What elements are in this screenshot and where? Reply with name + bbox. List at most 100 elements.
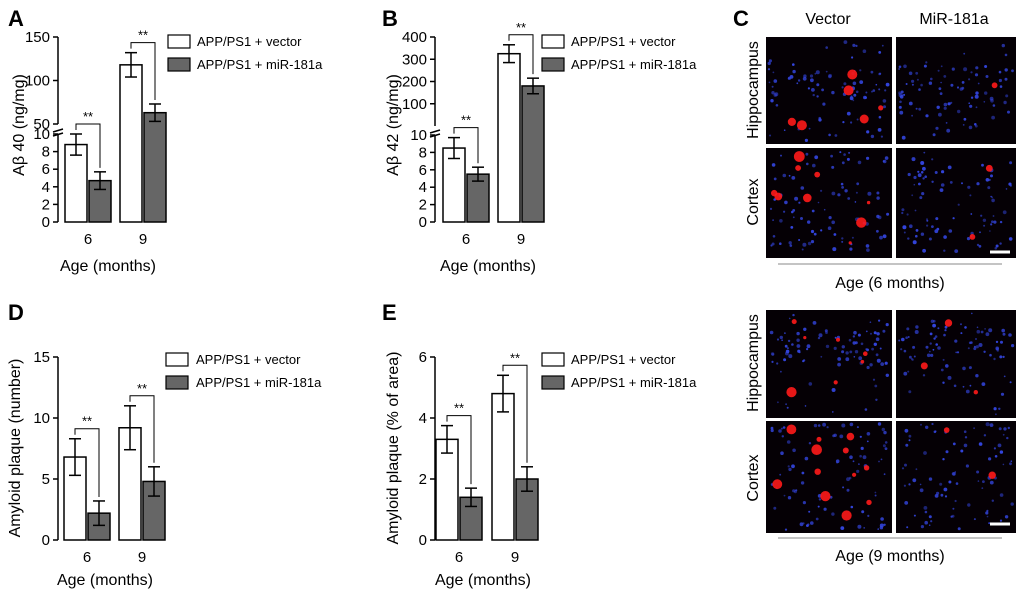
nucleus-dot — [907, 237, 910, 240]
nucleus-dot — [773, 79, 778, 83]
nucleus-dot — [839, 151, 842, 154]
nucleus-dot — [804, 405, 807, 407]
nucleus-dot — [903, 231, 906, 234]
nucleus-dot — [961, 81, 965, 84]
nucleus-dot — [974, 123, 977, 126]
nucleus-dot — [911, 194, 914, 197]
nucleus-dot — [949, 181, 953, 184]
nucleus-dot — [903, 484, 907, 487]
nucleus-dot — [907, 370, 910, 373]
nucleus-dot — [813, 423, 818, 428]
column-header-vector: Vector — [805, 11, 851, 28]
nucleus-dot — [929, 350, 931, 353]
nucleus-dot — [860, 446, 864, 450]
nucleus-dot — [867, 514, 870, 518]
nucleus-dot — [823, 507, 827, 511]
legend-swatch-mir — [165, 375, 189, 390]
nucleus-dot — [871, 347, 874, 351]
nucleus-dot — [935, 217, 939, 221]
nucleus-dot — [940, 183, 945, 187]
nucleus-dot — [912, 345, 916, 349]
nucleus-dot — [770, 428, 774, 433]
nucleus-dot — [781, 435, 784, 438]
nucleus-dot — [1003, 375, 1006, 378]
nucleus-dot — [955, 482, 959, 485]
nucleus-dot — [963, 117, 967, 121]
panel-a-xlabel: Age (months) — [60, 258, 156, 275]
nucleus-dot — [816, 95, 819, 98]
significance-bracket — [446, 415, 472, 485]
nucleus-dot — [903, 64, 907, 69]
nucleus-dot — [904, 428, 909, 433]
nucleus-dot — [792, 69, 796, 74]
nucleus-dot — [811, 209, 815, 213]
nucleus-dot — [878, 51, 882, 54]
significance-bracket — [75, 123, 101, 168]
nucleus-dot — [918, 107, 922, 111]
nucleus-dot — [859, 454, 862, 458]
nucleus-dot — [988, 522, 991, 525]
nucleus-dot — [935, 343, 938, 346]
nucleus-dot — [846, 488, 850, 492]
nucleus-dot — [852, 341, 856, 345]
panel-b-chart: B Aβ 42 (ng/mg) Age (months) APP/PS1 + v… — [382, 6, 697, 275]
nucleus-dot — [977, 480, 980, 482]
nucleus-dot — [779, 335, 783, 340]
nucleus-dot — [1001, 328, 1005, 333]
nucleus-dot — [874, 494, 877, 497]
nucleus-dot — [922, 177, 925, 180]
nucleus-dot — [923, 64, 927, 68]
nucleus-dot — [769, 207, 773, 210]
nucleus-dot — [903, 371, 908, 376]
nucleus-dot — [876, 229, 879, 233]
nucleus-dot — [878, 88, 881, 91]
y-tick-label: 300 — [402, 51, 427, 68]
nucleus-dot — [983, 434, 987, 437]
nucleus-dot — [817, 424, 821, 427]
nucleus-dot — [978, 442, 983, 446]
plaque-dot — [786, 387, 797, 398]
nucleus-dot — [810, 521, 814, 525]
nucleus-dot — [783, 358, 787, 362]
nucleus-dot — [901, 135, 906, 140]
panel-d-xlabel: Age (months) — [57, 572, 153, 589]
nucleus-dot — [800, 481, 805, 485]
x-tick-label: 6 — [462, 231, 470, 248]
nucleus-dot — [911, 358, 914, 361]
nucleus-dot — [977, 82, 980, 85]
nucleus-dot — [877, 422, 882, 426]
nucleus-dot — [939, 92, 943, 95]
nucleus-dot — [995, 413, 997, 416]
nucleus-dot — [866, 365, 870, 370]
nucleus-dot — [865, 244, 870, 248]
plaque-dot — [836, 337, 840, 342]
nucleus-dot — [812, 321, 817, 325]
nucleus-dot — [832, 411, 834, 413]
nucleus-dot — [962, 366, 966, 371]
nucleus-dot — [772, 235, 776, 238]
nucleus-dot — [962, 124, 965, 126]
nucleus-dot — [841, 86, 844, 89]
plaque-dot — [846, 432, 855, 441]
nucleus-dot — [870, 70, 874, 74]
nucleus-dot — [950, 101, 953, 104]
panel-e-ylabel: Amyloid plaque (% of area) — [385, 352, 402, 545]
nucleus-dot — [883, 430, 887, 435]
nucleus-dot — [786, 347, 789, 350]
nucleus-dot — [954, 499, 957, 503]
plaque-dot — [985, 164, 993, 172]
nucleus-dot — [951, 67, 955, 71]
nucleus-dot — [789, 244, 793, 247]
panel-d-ylabel: Amyloid plaque (number) — [7, 359, 24, 538]
nucleus-dot — [940, 368, 944, 372]
panel-b-xlabel: Age (months) — [440, 258, 536, 275]
nucleus-dot — [855, 90, 859, 94]
nucleus-dot — [883, 473, 886, 476]
nucleus-dot — [878, 115, 882, 119]
nucleus-dot — [901, 211, 904, 215]
nucleus-dot — [877, 528, 879, 530]
nucleus-dot — [856, 182, 860, 186]
nucleus-dot — [807, 220, 811, 224]
nucleus-dot — [862, 49, 867, 53]
nucleus-dot — [976, 243, 980, 247]
